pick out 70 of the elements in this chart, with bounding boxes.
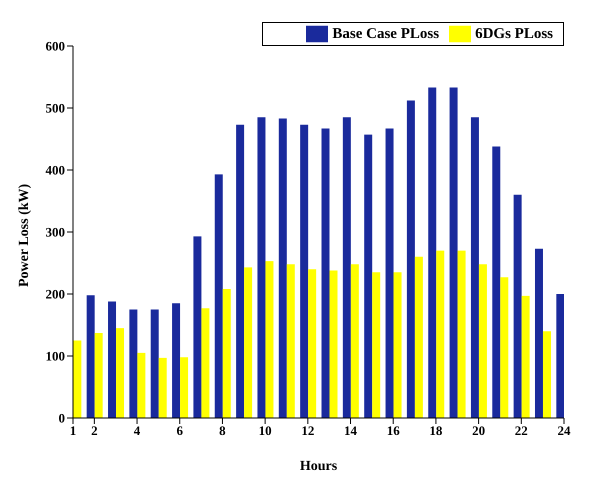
bar (116, 328, 124, 418)
legend-label: Base Case PLoss (332, 26, 440, 42)
bar (300, 124, 308, 418)
bar (394, 272, 402, 418)
bar (129, 310, 138, 418)
bar (542, 331, 551, 418)
bar (214, 174, 223, 418)
bar (350, 264, 359, 418)
bar (308, 269, 316, 418)
bar (278, 118, 287, 418)
bar (73, 340, 82, 418)
bar (201, 308, 210, 418)
bar (86, 295, 95, 418)
x-tick-label: 20 (472, 423, 486, 438)
y-tick-label: 100 (46, 348, 65, 364)
bar (286, 264, 295, 418)
bar (450, 88, 458, 418)
bar (330, 270, 338, 418)
y-tick-label: 0 (58, 410, 65, 426)
bar (500, 277, 508, 418)
bar (137, 352, 146, 418)
x-tick-label: 1 (70, 423, 76, 438)
x-tick-label: 12 (301, 423, 314, 438)
y-tick-label: 400 (46, 162, 65, 178)
bar (386, 128, 394, 418)
bar (492, 146, 500, 418)
x-tick-label: 2 (91, 423, 98, 438)
bar (478, 264, 487, 418)
bar (158, 358, 167, 418)
y-tick-label: 600 (46, 38, 65, 54)
x-tick-label: 8 (219, 423, 226, 438)
bar (522, 296, 530, 418)
y-tick-label: 500 (46, 100, 65, 116)
x-tick-label: 6 (176, 423, 184, 438)
x-tick-label: 16 (386, 423, 400, 438)
bar (236, 124, 244, 418)
x-tick-label: 24 (558, 423, 571, 438)
bar (414, 256, 423, 418)
bar (534, 248, 543, 418)
bar (458, 250, 466, 418)
bar (470, 117, 479, 418)
x-tick-label: 18 (429, 423, 443, 438)
bar (364, 134, 372, 418)
bar (406, 100, 415, 418)
bar (94, 333, 103, 418)
x-tick-label: 10 (258, 423, 272, 438)
y-tick-label: 300 (46, 224, 65, 240)
bar (436, 250, 444, 418)
bar (172, 303, 180, 418)
legend-label: 6DGs PLoss (475, 26, 553, 42)
bar (257, 117, 266, 418)
bar (193, 236, 202, 418)
x-tick-label: 4 (134, 423, 141, 438)
bar (342, 117, 351, 418)
bar (108, 301, 116, 418)
x-tick-label: 22 (514, 423, 528, 438)
bar (428, 88, 436, 418)
bar (150, 310, 159, 418)
bar (514, 194, 522, 418)
bar (244, 267, 252, 418)
bar (556, 294, 564, 418)
bar (180, 357, 188, 418)
bar (322, 128, 330, 418)
bar (265, 261, 274, 418)
x-tick-label: 14 (344, 423, 358, 438)
bar (222, 289, 231, 418)
y-axis-title: Power Loss (kW) (16, 183, 32, 287)
x-axis-title: Hours (300, 459, 338, 474)
bar (372, 272, 380, 418)
y-tick-label: 200 (46, 286, 65, 302)
